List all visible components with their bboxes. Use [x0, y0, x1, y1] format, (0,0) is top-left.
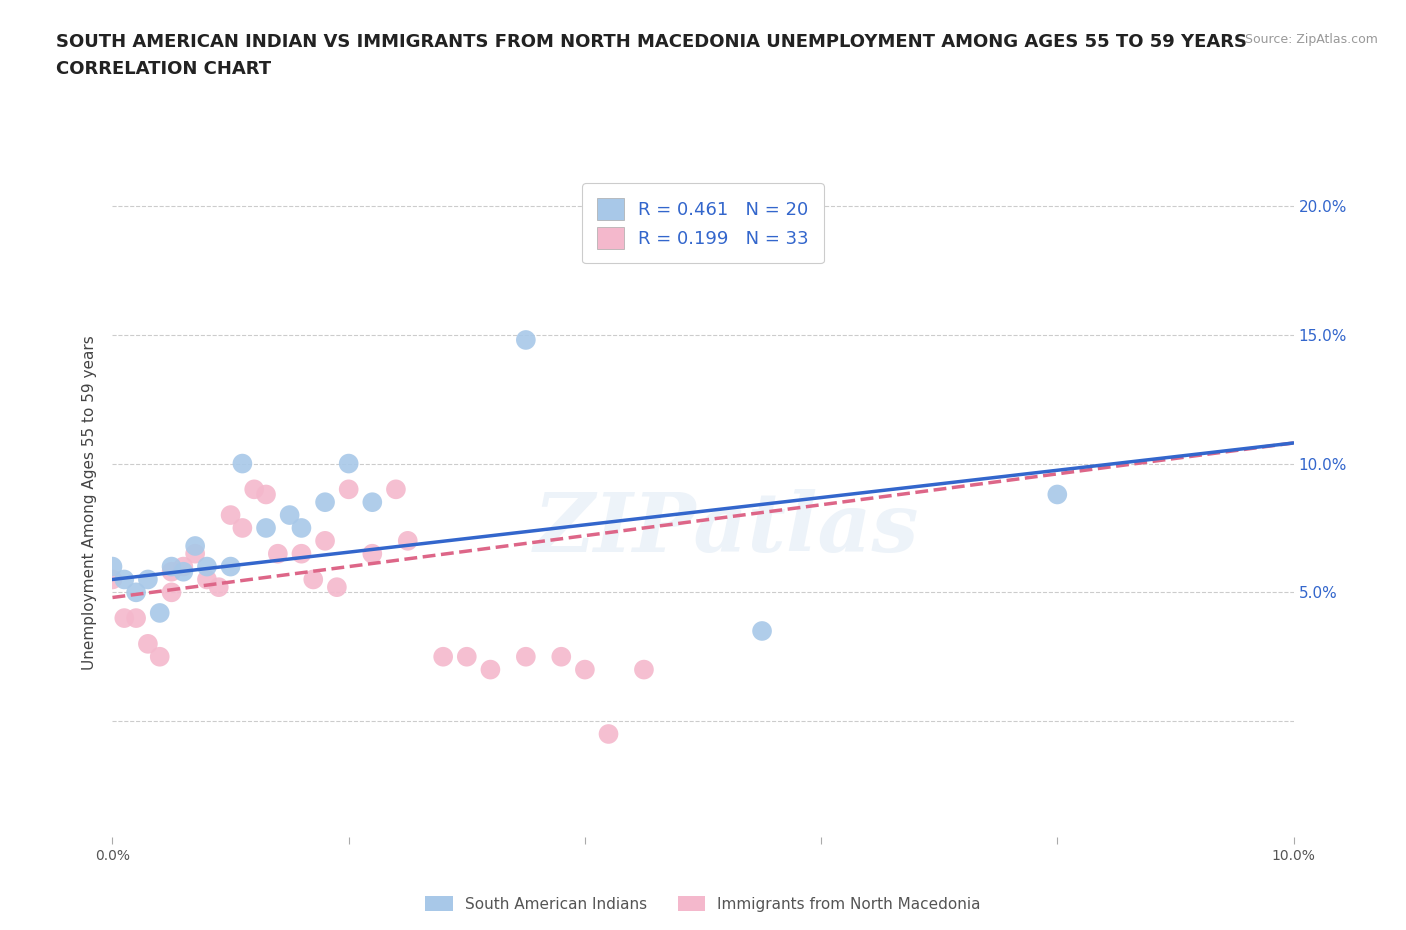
Point — [515, 649, 537, 664]
Point — [219, 559, 242, 574]
Point — [172, 565, 194, 579]
Point — [432, 649, 454, 664]
Point — [160, 565, 183, 579]
Point — [314, 534, 336, 549]
Point — [337, 482, 360, 497]
Point — [184, 538, 207, 553]
Point — [231, 456, 253, 471]
Point — [208, 579, 231, 594]
Point — [633, 662, 655, 677]
Point — [195, 572, 218, 587]
Point — [550, 649, 572, 664]
Point — [361, 546, 384, 561]
Point — [314, 495, 336, 510]
Point — [136, 636, 159, 651]
Point — [160, 585, 183, 600]
Point — [195, 559, 218, 574]
Point — [172, 559, 194, 574]
Point — [160, 559, 183, 574]
Point — [125, 611, 148, 626]
Point — [598, 726, 620, 741]
Point — [479, 662, 502, 677]
Point — [136, 572, 159, 587]
Point — [112, 572, 135, 587]
Point — [267, 546, 290, 561]
Legend: R = 0.461   N = 20, R = 0.199   N = 33: R = 0.461 N = 20, R = 0.199 N = 33 — [582, 183, 824, 263]
Y-axis label: Unemployment Among Ages 55 to 59 years: Unemployment Among Ages 55 to 59 years — [82, 335, 97, 670]
Point — [290, 521, 312, 536]
Text: ZIPatlas: ZIPatlas — [534, 489, 920, 569]
Point — [456, 649, 478, 664]
Point — [101, 572, 124, 587]
Point — [302, 572, 325, 587]
Point — [112, 611, 135, 626]
Point — [361, 495, 384, 510]
Point — [125, 585, 148, 600]
Point — [219, 508, 242, 523]
Point — [290, 546, 312, 561]
Point — [149, 649, 172, 664]
Point — [574, 662, 596, 677]
Text: SOUTH AMERICAN INDIAN VS IMMIGRANTS FROM NORTH MACEDONIA UNEMPLOYMENT AMONG AGES: SOUTH AMERICAN INDIAN VS IMMIGRANTS FROM… — [56, 33, 1247, 50]
Point — [385, 482, 408, 497]
Text: Source: ZipAtlas.com: Source: ZipAtlas.com — [1244, 33, 1378, 46]
Point — [396, 534, 419, 549]
Text: CORRELATION CHART: CORRELATION CHART — [56, 60, 271, 78]
Point — [326, 579, 349, 594]
Point — [231, 521, 253, 536]
Point — [184, 546, 207, 561]
Point — [101, 559, 124, 574]
Point — [278, 508, 301, 523]
Point — [1046, 487, 1069, 502]
Point — [254, 521, 277, 536]
Point — [515, 333, 537, 348]
Point — [337, 456, 360, 471]
Legend: South American Indians, Immigrants from North Macedonia: South American Indians, Immigrants from … — [419, 889, 987, 918]
Point — [751, 623, 773, 638]
Point — [149, 605, 172, 620]
Point — [243, 482, 266, 497]
Point — [254, 487, 277, 502]
